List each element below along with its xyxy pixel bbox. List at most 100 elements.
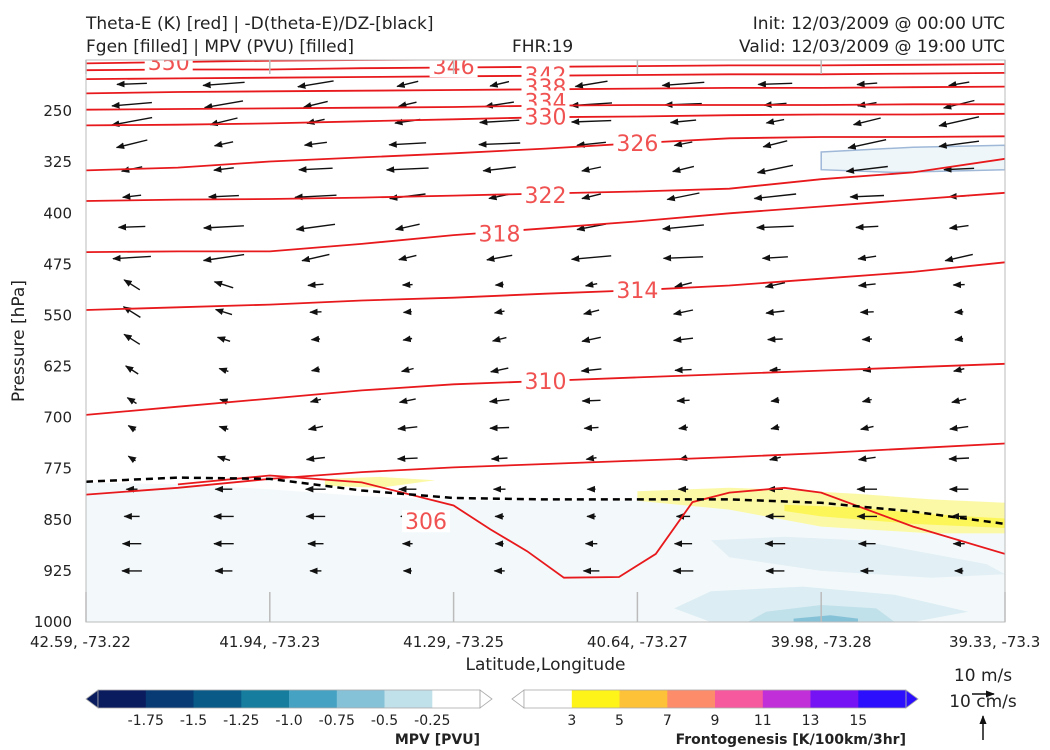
wind-arrow [310, 335, 321, 343]
theta-e-contour [86, 442, 1005, 496]
wind-arrow [756, 164, 794, 175]
wind-arrow [213, 165, 234, 173]
wind-arrow [127, 425, 137, 433]
x-tick-label: 40.64, -73.27 [587, 633, 688, 651]
colorbar-extend-max [479, 689, 493, 709]
colorbar-tick-label: 5 [615, 713, 624, 729]
wind-arrow [581, 193, 602, 201]
wind-arrow [753, 193, 797, 202]
chart-title-line1: Theta-E (K) [red] | -D(theta-E)/DZ-[blac… [86, 14, 434, 34]
wind-arrow [400, 366, 414, 373]
colorbar-tick-label: -1.25 [223, 713, 259, 729]
wind-arrow [948, 223, 969, 231]
colorbar-swatch [810, 690, 859, 708]
wind-arrow [766, 335, 783, 343]
wind-arrow [954, 335, 964, 343]
y-tick-label: 625 [43, 358, 72, 376]
mpv-colorbar: -1.75 -1.5 -1.25 -1.0 -0.75 -0.5 -0.25 MPV [PVU… [85, 689, 493, 748]
x-tick-label: 41.29, -73.25 [403, 633, 504, 651]
contour-label: 318 [479, 223, 521, 248]
mpv-fill-band [710, 536, 1005, 578]
contour-label-bg [144, 60, 193, 74]
wind-arrow [489, 80, 510, 88]
wind-arrow [124, 365, 139, 375]
wind-arrow [574, 80, 608, 89]
colorbar-extend-max [905, 689, 919, 709]
wind-arrow [298, 166, 333, 173]
wind-arrow [938, 140, 980, 149]
theta-e-contour [86, 60, 480, 65]
wind-arrow [488, 397, 510, 405]
wind-arrow [302, 100, 328, 109]
colorbar-tick-label: -1.5 [180, 713, 207, 729]
wind-arrow [770, 396, 780, 404]
wind-arrow [765, 118, 785, 125]
wind-arrow [307, 281, 324, 289]
wind-arrow [482, 166, 516, 174]
wind-arrow [585, 454, 597, 462]
colorbar-outline [97, 689, 481, 709]
wind-arrow [845, 165, 888, 174]
contour-label: 310 [525, 370, 567, 395]
contour-label-bg [521, 183, 570, 206]
colorbar-tick-label: 11 [754, 713, 772, 729]
y-tick-label: 925 [43, 562, 72, 580]
wind-arrow [944, 253, 973, 263]
wind-arrow [489, 424, 510, 432]
x-tick-label: 39.33, -73.3 [949, 633, 1040, 651]
wind-arrow [581, 336, 601, 344]
wind-arrow [398, 254, 417, 262]
y-tick-label: 1000 [34, 613, 72, 631]
wind-arrow [307, 424, 324, 432]
wind-arrow [301, 253, 330, 263]
x-tick-label: 42.59, -73.22 [30, 633, 131, 651]
wind-arrow [769, 366, 781, 374]
wind-arrow [126, 397, 137, 405]
wind-arrow [952, 366, 965, 373]
wind-arrow [397, 424, 418, 432]
wind-arrow [949, 424, 969, 432]
wind-arrow [581, 397, 601, 405]
colorbar-tick-label: 7 [663, 713, 672, 729]
theta-e-contour [177, 474, 1005, 579]
wind-arrow [203, 100, 244, 110]
colorbar-label: MPV [PVU] [395, 732, 480, 748]
wind-arrow [669, 118, 697, 126]
theta-e-contours: 350346342338334330326322318314310306 [86, 51, 1005, 579]
wind-arrow [770, 423, 780, 431]
y-tick-label: 325 [43, 153, 72, 171]
wind-arrow [397, 101, 417, 108]
wind-arrow [580, 366, 602, 374]
colorbar-swatch [193, 690, 242, 708]
wind-arrow [117, 223, 146, 231]
wind-vector-field [110, 80, 980, 575]
wind-arrow [857, 281, 876, 289]
colorbar-swatch [336, 690, 386, 708]
contour-label: 350 [148, 51, 190, 76]
colorbar-tick-label: 3 [567, 713, 576, 729]
contour-label-bg [402, 510, 451, 533]
colorbar-swatch [667, 690, 716, 708]
wind-arrow [305, 455, 325, 463]
wind-arrow [757, 80, 793, 88]
wind-arrow [207, 193, 239, 200]
wind-arrow [297, 80, 334, 89]
colorbar-extend-min [511, 689, 525, 709]
contour-label-bg [521, 105, 570, 128]
wind-arrow [849, 193, 885, 200]
wind-arrow [570, 255, 612, 262]
wind-arrow [761, 254, 788, 262]
wind-arrow [396, 455, 418, 462]
wind-arrow [662, 254, 704, 262]
wind-arrow [489, 366, 509, 374]
wind-arrow [847, 139, 887, 150]
wind-arrow [584, 281, 598, 288]
contour-label: 326 [616, 132, 658, 157]
colorbar-swatch [289, 690, 338, 708]
colorbar-swatch [858, 690, 907, 708]
y-tick-label: 475 [43, 255, 72, 273]
wind-arrow [674, 366, 692, 374]
wind-arrow [111, 101, 152, 109]
wind-arrow [576, 141, 606, 148]
wind-arrow [953, 308, 964, 316]
